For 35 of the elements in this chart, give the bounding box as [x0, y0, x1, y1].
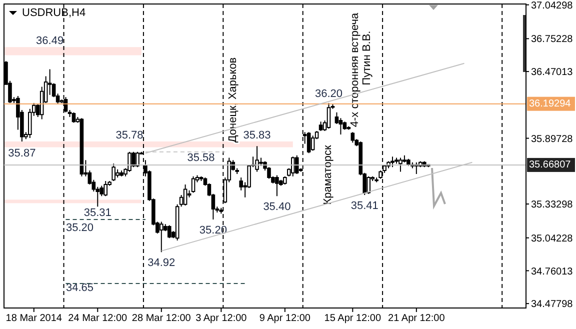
annotation: Донецк, Харьков	[227, 57, 239, 143]
annotation: Путин В.В.	[361, 30, 373, 86]
x-tick-label: 21 Apr 12:00	[388, 313, 446, 324]
x-tick-label: 18 Mar 2014	[6, 313, 62, 324]
annotation: 35.40	[263, 201, 291, 214]
y-tick-label: 35.33298	[531, 200, 574, 211]
y-tick-label: 36.75228	[531, 34, 574, 46]
annotation: 35.31	[84, 206, 112, 219]
x-tick-label: 9 Apr 12:00	[259, 313, 311, 324]
ref-line-label: 35.66807	[529, 159, 572, 170]
y-tick-label: 35.04228	[531, 233, 574, 244]
annotation: 34.65	[66, 282, 94, 294]
annotation: 4-х сторонняя встреча	[349, 12, 361, 128]
annotation: 35.87	[8, 147, 36, 160]
annotation: 35.83	[243, 129, 271, 142]
x-tick-label: 24 Mar 12:00	[68, 313, 128, 324]
annotation: 34.92	[148, 257, 176, 270]
chart-title: USDRUB,H4	[22, 7, 86, 19]
y-tick-label: 35.89728	[531, 134, 574, 145]
annotation: 36.20	[314, 88, 343, 100]
y-tick-label: 36.47013	[531, 67, 574, 78]
annotation: 35.41	[350, 200, 378, 212]
x-tick-label: 28 Mar 12:00	[132, 313, 192, 324]
annotation: 35.78	[116, 129, 144, 142]
x-tick-label: 3 Apr 12:00	[196, 313, 248, 324]
annotation: 35.20	[199, 224, 227, 236]
annotation: 35.20	[66, 222, 94, 234]
y-tick-label: 34.47798	[531, 299, 574, 310]
ref-line-label: 36.19294	[529, 98, 572, 110]
y-tick-label: 34.76013	[531, 266, 574, 278]
annotation: 36.49	[36, 35, 64, 48]
y-tick-label: 37.04298	[531, 0, 574, 12]
x-tick-label: 15 Apr 12:00	[324, 313, 382, 324]
annotation: Краматорск	[322, 145, 334, 205]
annotation: 35.58	[187, 152, 215, 164]
